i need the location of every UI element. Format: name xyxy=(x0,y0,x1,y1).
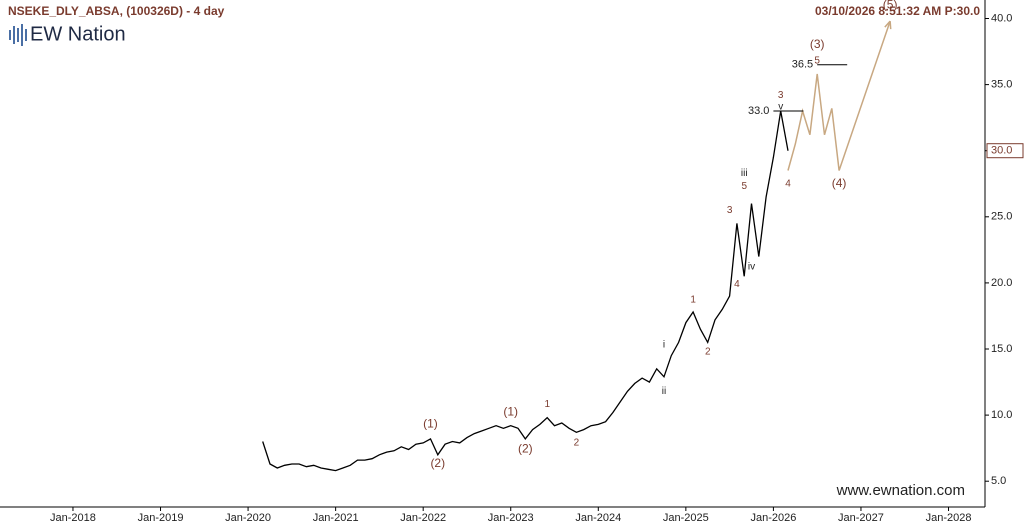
wave-label: iv xyxy=(748,262,755,273)
wave-label: 1 xyxy=(544,399,550,410)
x-tick-label: Jan-2022 xyxy=(400,512,446,524)
x-tick-label: Jan-2019 xyxy=(138,512,184,524)
logo: EW Nation xyxy=(30,23,126,45)
x-tick-label: Jan-2020 xyxy=(225,512,271,524)
x-tick-label: Jan-2027 xyxy=(838,512,884,524)
chart-title: NSEKE_DLY_ABSA, (100326D) - 4 day xyxy=(8,4,225,18)
watermark: www.ewnation.com xyxy=(836,482,965,499)
y-tick-label: 20.0 xyxy=(991,277,1012,289)
x-tick-label: Jan-2028 xyxy=(926,512,972,524)
wave-label: iii xyxy=(741,168,748,179)
x-tick-label: Jan-2023 xyxy=(488,512,534,524)
wave-label: 2 xyxy=(574,438,580,449)
x-tick-label: Jan-2018 xyxy=(50,512,96,524)
wave-label: ii xyxy=(662,386,666,397)
timestamp: 03/10/2026 8:51:32 AM P:30.0 xyxy=(815,4,980,18)
price-tag-label: 30.0 xyxy=(991,145,1012,157)
wave-label: 1 xyxy=(690,295,696,306)
x-tick-label: Jan-2024 xyxy=(575,512,621,524)
wave-label: 2 xyxy=(705,346,711,357)
logo-icon xyxy=(9,24,27,46)
price-line xyxy=(787,20,891,171)
y-tick-label: 40.0 xyxy=(991,12,1012,24)
wave-label: 5 xyxy=(814,55,820,66)
x-tick-label: Jan-2021 xyxy=(313,512,359,524)
price-line xyxy=(262,110,789,472)
wave-label: (2) xyxy=(518,442,533,456)
x-tick-label: Jan-2026 xyxy=(750,512,796,524)
price-level-label: 36.5 xyxy=(792,59,813,71)
y-tick-label: 25.0 xyxy=(991,211,1012,223)
y-tick-label: 15.0 xyxy=(991,343,1012,355)
wave-label: (3) xyxy=(810,37,825,51)
arrow-head xyxy=(884,20,892,30)
x-tick-label: Jan-2025 xyxy=(663,512,709,524)
wave-label: (1) xyxy=(423,417,438,431)
y-tick-label: 10.0 xyxy=(991,409,1012,421)
wave-label: (2) xyxy=(430,456,445,470)
wave-label: (1) xyxy=(503,405,518,419)
wave-label: (5) xyxy=(883,0,898,11)
price-level-label: 33.0 xyxy=(748,105,769,117)
wave-label: 3 xyxy=(727,205,733,216)
wave-label: 5 xyxy=(741,181,747,192)
wave-label: 4 xyxy=(785,178,791,189)
wave-label: v xyxy=(778,102,783,113)
wave-label: 3 xyxy=(778,90,784,101)
y-tick-label: 5.0 xyxy=(991,475,1006,487)
wave-label: 4 xyxy=(734,279,740,290)
y-tick-label: 35.0 xyxy=(991,79,1012,91)
wave-label: i xyxy=(663,340,665,351)
wave-label: (4) xyxy=(832,176,847,190)
price-tag xyxy=(986,143,1024,159)
